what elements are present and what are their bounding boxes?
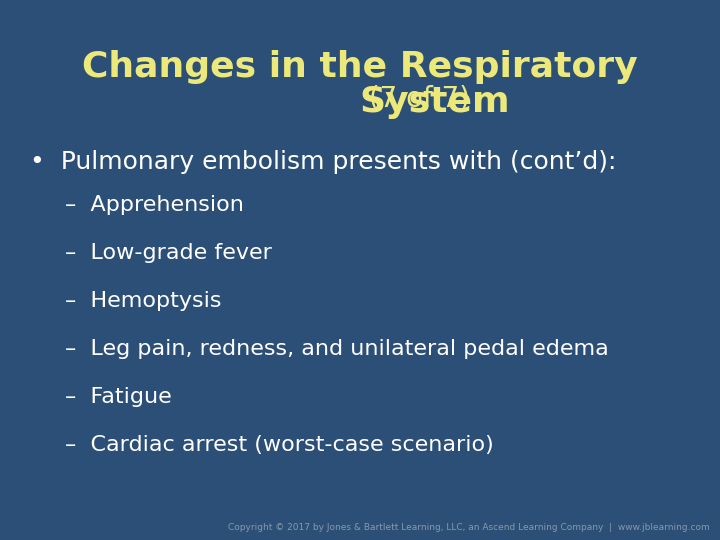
Text: Changes in the Respiratory: Changes in the Respiratory	[82, 50, 638, 84]
Text: –  Apprehension: – Apprehension	[65, 195, 244, 215]
Text: System: System	[359, 85, 510, 119]
Text: –  Cardiac arrest (worst-case scenario): – Cardiac arrest (worst-case scenario)	[65, 435, 494, 455]
Text: Copyright © 2017 by Jones & Bartlett Learning, LLC, an Ascend Learning Company  : Copyright © 2017 by Jones & Bartlett Lea…	[228, 523, 710, 532]
Text: –  Leg pain, redness, and unilateral pedal edema: – Leg pain, redness, and unilateral peda…	[65, 339, 608, 359]
Text: –  Fatigue: – Fatigue	[65, 387, 172, 407]
Text: –  Hemoptysis: – Hemoptysis	[65, 291, 222, 311]
Text: (7 of 7): (7 of 7)	[360, 85, 470, 113]
Text: –  Low-grade fever: – Low-grade fever	[65, 243, 272, 263]
Text: •  Pulmonary embolism presents with (cont’d):: • Pulmonary embolism presents with (cont…	[30, 150, 616, 174]
